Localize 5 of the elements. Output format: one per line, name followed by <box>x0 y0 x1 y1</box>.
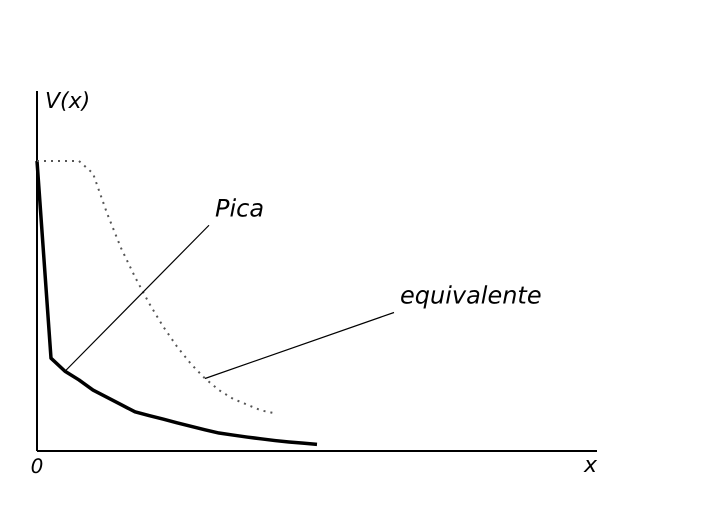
x-axis-title: x <box>582 453 598 478</box>
y-axis-title: V(x) <box>45 89 90 114</box>
annotation: Pica <box>215 194 264 222</box>
text: 0 <box>30 454 44 478</box>
annotation: equivalente <box>400 282 542 310</box>
